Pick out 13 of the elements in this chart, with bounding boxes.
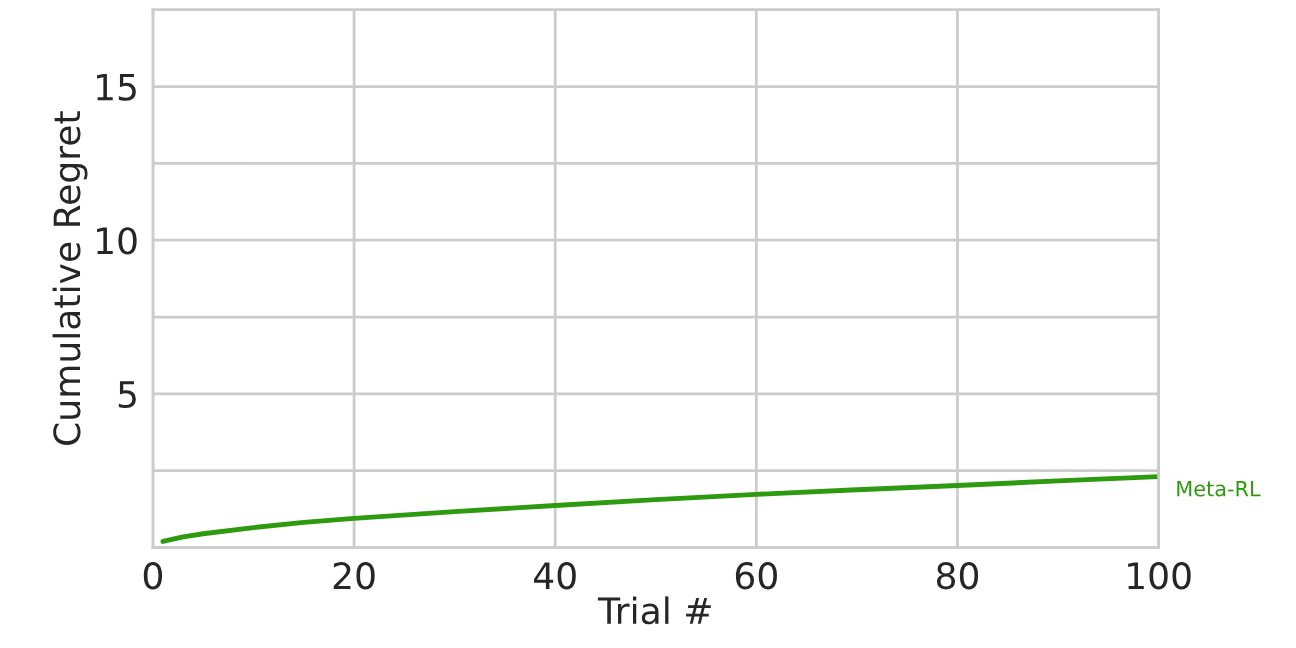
y-tick-label: 10: [97, 227, 137, 255]
x-tick-label: 0: [143, 562, 163, 590]
line-series: [160, 474, 1159, 544]
y-axis-title: Cumulative Regret: [52, 111, 88, 445]
x-tick-label: 100: [1128, 562, 1191, 590]
x-tick-label: 20: [333, 562, 375, 590]
x-tick-label: 40: [534, 562, 576, 590]
x-axis-title: Trial #: [597, 596, 711, 625]
x-tick-label: 60: [735, 562, 777, 590]
y-tick-label: 5: [118, 381, 136, 409]
y-tick-label: 15: [97, 73, 136, 101]
series-label: Meta-RL: [1177, 481, 1261, 497]
x-tick-label: 80: [936, 562, 979, 590]
